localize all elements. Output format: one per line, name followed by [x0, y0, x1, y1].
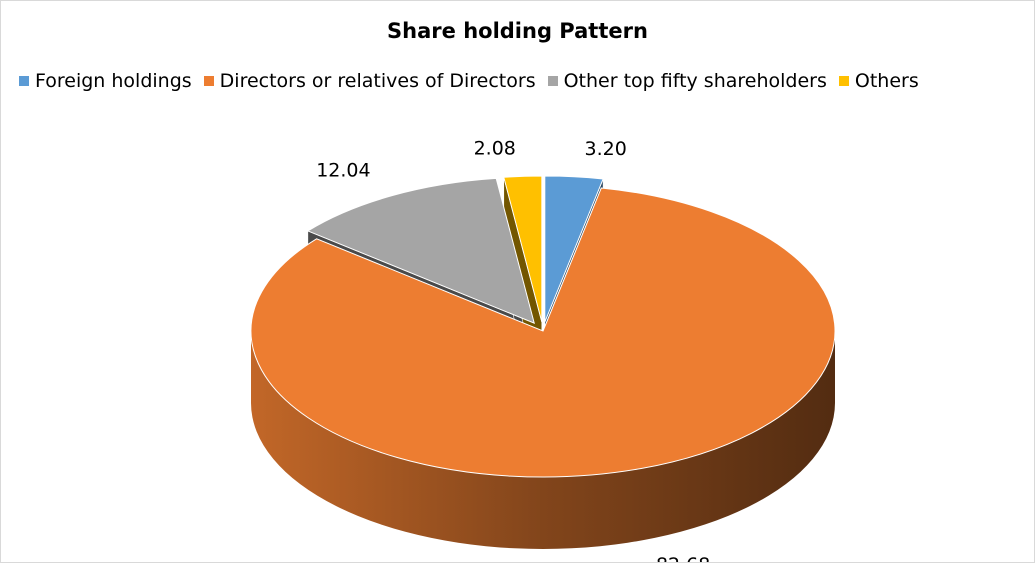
- data-label-other-top-fifty-shareholders: 12.04: [316, 160, 370, 182]
- slice-rim-directors-or-relatives-of-directors: [251, 331, 835, 549]
- data-label-foreign-holdings: 3.20: [585, 138, 627, 160]
- legend: Foreign holdings Directors or relatives o…: [19, 70, 1034, 92]
- legend-label: Foreign holdings: [35, 70, 192, 92]
- legend-label: Directors or relatives of Directors: [219, 70, 536, 92]
- chart-title: Share holding Pattern: [387, 19, 648, 43]
- slice-directors-or-relatives-of-directors: [250, 187, 836, 478]
- legend-swatch: [19, 76, 29, 86]
- slice-foreign-holdings: [544, 175, 604, 323]
- legend-item-directors-or-relatives-of-directors: Directors or relatives of Directors: [203, 70, 536, 92]
- slice-others: [503, 175, 543, 323]
- data-label-directors-or-relatives-of-directors: 82.68: [656, 554, 710, 562]
- legend-swatch: [203, 76, 214, 86]
- legend-swatch: [547, 76, 558, 86]
- legend-item-other-top-fifty-shareholders: Other top fifty shareholders: [547, 70, 827, 92]
- data-label-others: 2.08: [474, 137, 516, 159]
- legend-item-others: Others: [838, 70, 919, 92]
- legend-item-foreign-holdings: Foreign holdings: [19, 70, 192, 92]
- legend-label: Others: [854, 70, 919, 92]
- data-labels: 3.20 82.68 12.04 2.08: [316, 137, 710, 562]
- legend-label: Other top fifty shareholders: [563, 70, 827, 92]
- legend-swatch: [838, 76, 849, 86]
- slice-other-top-fifty-shareholders: [306, 177, 535, 324]
- pie-tops: [250, 175, 836, 478]
